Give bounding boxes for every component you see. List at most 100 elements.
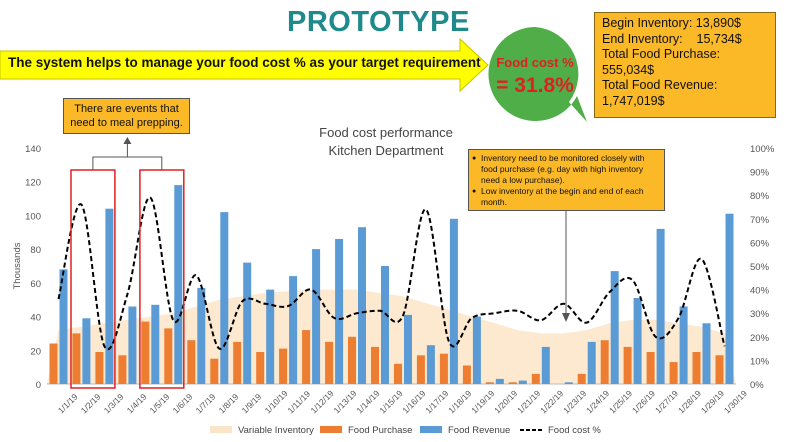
bar-food-revenue: [679, 306, 688, 384]
bar-food-revenue: [220, 212, 229, 384]
bar-food-purchase: [141, 321, 150, 384]
y2-tick-label: 10%: [750, 356, 770, 367]
y2-tick-label: 80%: [750, 191, 770, 202]
bar-food-revenue: [725, 213, 734, 384]
bar-food-purchase: [49, 343, 58, 384]
bar-food-purchase: [233, 341, 242, 384]
bar-food-purchase: [623, 346, 632, 384]
inventory-pointer-arrowhead: [562, 313, 570, 322]
bar-food-purchase: [394, 363, 402, 384]
bar-food-revenue: [243, 262, 252, 384]
x-tick-label: 1/24/19: [584, 388, 611, 415]
bar-food-revenue: [197, 287, 206, 384]
x-tick-label: 1/17/19: [423, 388, 450, 415]
chart-title: Food cost performance: [319, 125, 453, 140]
summary-line: Begin Inventory: 13,890$: [602, 16, 741, 30]
bar-food-revenue: [82, 318, 91, 384]
x-tick-label: 1/4/19: [125, 391, 149, 415]
y-tick-label: 60: [30, 279, 41, 290]
x-tick-label: 1/9/19: [240, 391, 264, 415]
legend-label: Food Purchase: [348, 425, 412, 436]
bar-food-revenue: [426, 345, 435, 384]
y-tick-label: 80: [30, 245, 41, 256]
legend-swatch: [210, 426, 232, 433]
bar-food-revenue: [358, 227, 366, 384]
y2-tick-label: 50%: [750, 262, 770, 273]
bar-food-purchase: [164, 328, 173, 384]
x-tick-label: 1/16/19: [400, 388, 427, 415]
summary-line: Total Food Purchase:: [602, 47, 721, 61]
y2-tick-label: 0%: [750, 380, 764, 391]
bar-food-purchase: [692, 352, 701, 384]
x-tick-label: 1/15/19: [377, 388, 404, 415]
bar-food-revenue: [404, 314, 412, 384]
bar-food-purchase: [210, 358, 219, 384]
bar-food-revenue: [518, 380, 527, 384]
chart-subtitle: Kitchen Department: [329, 143, 444, 158]
x-tick-label: 1/8/19: [217, 391, 241, 415]
page-title: PROTOTYPE: [287, 6, 470, 38]
summary-line: 555,034$: [602, 62, 655, 77]
bar-food-purchase: [646, 352, 655, 384]
events-note: There are events that need to meal prepp…: [63, 98, 190, 134]
bar-food-purchase: [439, 353, 448, 384]
bar-food-revenue: [541, 346, 550, 384]
food-cost-bubble: Food cost % = 31.8%: [485, 22, 595, 132]
x-tick-label: 1/5/19: [148, 391, 172, 415]
bar-food-purchase: [715, 355, 724, 384]
x-tick-label: 1/28/19: [676, 388, 703, 415]
bar-food-purchase: [600, 340, 609, 384]
y-tick-label: 100: [25, 211, 41, 222]
y-tick-label: 20: [30, 346, 41, 357]
y2-tick-label: 60%: [750, 238, 770, 249]
x-tick-label: 1/7/19: [194, 391, 218, 415]
x-tick-label: 1/2/19: [79, 391, 103, 415]
bar-food-purchase: [462, 365, 471, 384]
bracket-line: [92, 156, 163, 170]
inventory-bullet: Low inventory at the begin and end of ea…: [472, 186, 660, 208]
y-tick-label: 40: [30, 313, 41, 324]
bar-food-purchase: [485, 382, 494, 384]
y2-tick-label: 40%: [750, 286, 770, 297]
y2-tick-label: 70%: [750, 215, 770, 226]
x-tick-label: 1/21/19: [515, 388, 542, 415]
bar-food-purchase: [325, 341, 334, 384]
x-tick-label: 1/11/19: [285, 389, 312, 416]
x-tick-label: 1/13/19: [331, 388, 358, 415]
x-tick-label: 1/19/19: [469, 388, 496, 415]
bar-food-purchase: [371, 346, 379, 384]
summary-line: End Inventory: 15,734$: [602, 31, 742, 46]
bar-food-revenue: [128, 306, 137, 384]
y2-tick-label: 20%: [750, 333, 770, 344]
pointer-arrowhead: [123, 137, 132, 144]
bar-food-revenue: [105, 208, 114, 384]
bar-food-revenue: [59, 269, 68, 384]
x-tick-label: 1/1/19: [56, 391, 80, 415]
bar-food-revenue: [702, 323, 711, 384]
bubble-label: Food cost %: [496, 55, 574, 70]
speech-bubble-shape: [488, 27, 587, 122]
bar-food-purchase: [669, 362, 678, 384]
inventory-note: Inventory need to be monitored closely w…: [468, 149, 665, 211]
y-tick-label: 140: [25, 144, 41, 155]
bar-food-purchase: [187, 340, 196, 384]
x-tick-label: 1/25/19: [607, 388, 634, 415]
bar-food-revenue: [472, 316, 481, 384]
bar-food-revenue: [312, 249, 321, 384]
bar-food-revenue: [610, 271, 619, 384]
bar-food-revenue: [335, 239, 344, 384]
bar-food-purchase: [72, 333, 81, 384]
x-tick-label: 1/26/19: [630, 388, 657, 415]
bar-food-revenue: [495, 378, 504, 384]
x-tick-label: 1/3/19: [102, 391, 126, 415]
bar-food-revenue: [289, 276, 298, 384]
bar-food-purchase: [416, 355, 425, 384]
x-tick-label: 1/23/19: [561, 388, 588, 415]
bar-food-revenue: [174, 185, 183, 384]
bar-food-revenue: [587, 341, 596, 384]
legend-label: Variable Inventory: [238, 425, 314, 436]
inventory-bullet: Inventory need to be monitored closely w…: [472, 153, 660, 186]
x-tick-label: 1/14/19: [354, 388, 381, 415]
bar-food-purchase: [279, 348, 288, 384]
